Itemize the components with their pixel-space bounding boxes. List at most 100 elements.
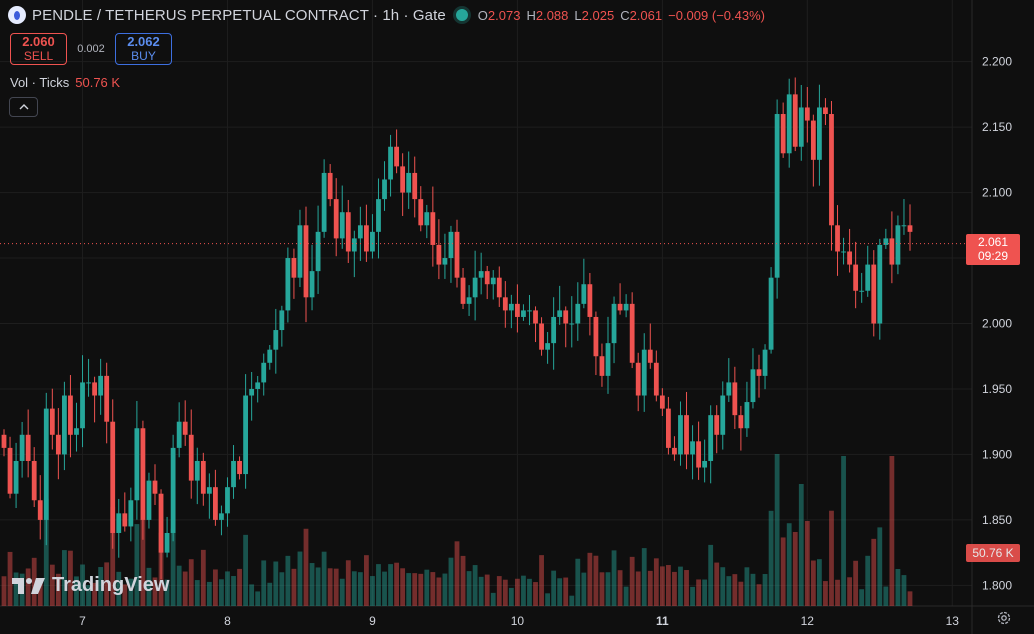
candle-body xyxy=(756,369,762,376)
candle-body xyxy=(116,513,122,533)
candle-body xyxy=(370,231,375,252)
volume-bar xyxy=(798,484,804,606)
volume-bar xyxy=(708,544,714,606)
candle-body xyxy=(557,310,563,317)
candle-body xyxy=(80,382,85,429)
candle-body xyxy=(7,447,13,494)
volume-bar xyxy=(388,564,393,606)
candle-body xyxy=(267,349,273,363)
volume-bar xyxy=(466,571,472,606)
bar-countdown: 09:29 xyxy=(977,249,1009,263)
volume-bar xyxy=(273,561,279,606)
candle-body xyxy=(152,480,158,494)
collapse-legend-button[interactable] xyxy=(9,97,38,117)
volume-bar xyxy=(146,567,152,606)
buy-button[interactable]: 2.062 BUY xyxy=(115,33,172,65)
candle-body xyxy=(817,107,822,160)
last-price-badge: 2.061 09:29 xyxy=(966,234,1020,265)
volume-bar xyxy=(206,581,212,606)
candle-body xyxy=(551,316,557,344)
volume-bar xyxy=(569,595,575,606)
volume-bar xyxy=(339,578,345,606)
volume-bar xyxy=(593,555,599,606)
candle-body xyxy=(484,271,490,285)
price-tick-label: 1.900 xyxy=(982,447,1012,461)
candle-body xyxy=(146,480,152,520)
volume-bar xyxy=(641,548,647,606)
volume-bar xyxy=(581,572,587,606)
candle-body xyxy=(104,375,110,422)
candle-body xyxy=(243,395,248,475)
candle-body xyxy=(424,212,430,226)
volume-bar xyxy=(412,573,418,606)
volume-bar xyxy=(472,565,478,606)
volume-bar xyxy=(690,586,695,606)
tradingview-logo[interactable]: TradingView xyxy=(12,574,169,597)
symbol-title[interactable]: PENDLE / TETHERUS PERPETUAL CONTRACT · 1… xyxy=(32,6,446,24)
volume-bar xyxy=(1,576,7,606)
volume-bar xyxy=(31,557,37,606)
volume-bar xyxy=(219,579,224,606)
candle-body xyxy=(448,231,454,259)
candle-body xyxy=(593,316,599,357)
candle-body xyxy=(62,395,67,455)
candle-body xyxy=(37,500,43,520)
volume-bar xyxy=(98,567,104,606)
candle-body xyxy=(714,415,720,435)
sell-button[interactable]: 2.060 SELL xyxy=(10,33,67,65)
candle-body xyxy=(545,343,550,350)
volume-label: Vol · Ticks xyxy=(10,75,70,90)
volume-bar xyxy=(738,581,744,606)
candle-body xyxy=(659,395,665,409)
candle-body xyxy=(200,460,206,494)
volume-bar xyxy=(194,580,200,606)
volume-bar xyxy=(502,579,508,606)
candle-body xyxy=(841,251,846,253)
volume-bar xyxy=(539,555,544,606)
time-tick-label: 10 xyxy=(511,614,525,628)
candle-body xyxy=(508,303,514,311)
volume-legend[interactable]: Vol · Ticks 50.76 K xyxy=(10,75,120,90)
buy-price: 2.062 xyxy=(127,34,160,49)
volume-bar xyxy=(345,560,351,606)
volume-bar xyxy=(635,571,641,606)
gear-icon[interactable] xyxy=(996,610,1012,626)
volume-bar xyxy=(792,531,798,606)
candle-body xyxy=(454,231,460,278)
volume-bar xyxy=(714,562,720,606)
volume-bar xyxy=(750,573,756,606)
candle-body xyxy=(309,271,315,298)
volume-badge: 50.76 K xyxy=(966,544,1020,562)
time-tick-label: 8 xyxy=(224,614,231,628)
volume-bar xyxy=(448,557,454,606)
price-tick-label: 2.000 xyxy=(982,317,1012,331)
volume-bar xyxy=(237,568,242,606)
volume-bar xyxy=(92,582,97,606)
volume-value: 50.76 K xyxy=(75,75,121,90)
volume-bar xyxy=(315,567,321,606)
candle-body xyxy=(231,460,236,488)
candle-body xyxy=(829,114,834,226)
candle-body xyxy=(219,513,224,520)
sell-price: 2.060 xyxy=(22,34,55,49)
candle-body xyxy=(170,447,176,533)
candle-body xyxy=(792,94,798,147)
volume-bar xyxy=(478,576,484,606)
ohlc-value: 2.073 xyxy=(487,7,521,23)
volume-bar xyxy=(829,510,834,606)
volume-bar xyxy=(599,572,605,606)
volume-bar xyxy=(907,591,913,606)
candle-body xyxy=(883,238,889,245)
candle-body xyxy=(182,421,188,435)
candle-body xyxy=(774,114,780,278)
volume-bar xyxy=(702,579,708,606)
candle-body xyxy=(581,284,587,304)
volume-bar xyxy=(877,527,883,606)
candle-body xyxy=(55,434,61,455)
sell-label: SELL xyxy=(23,49,54,63)
candle-body xyxy=(400,166,406,193)
volume-bar xyxy=(768,510,774,606)
volume-bar xyxy=(327,568,333,606)
candle-body xyxy=(641,349,647,396)
